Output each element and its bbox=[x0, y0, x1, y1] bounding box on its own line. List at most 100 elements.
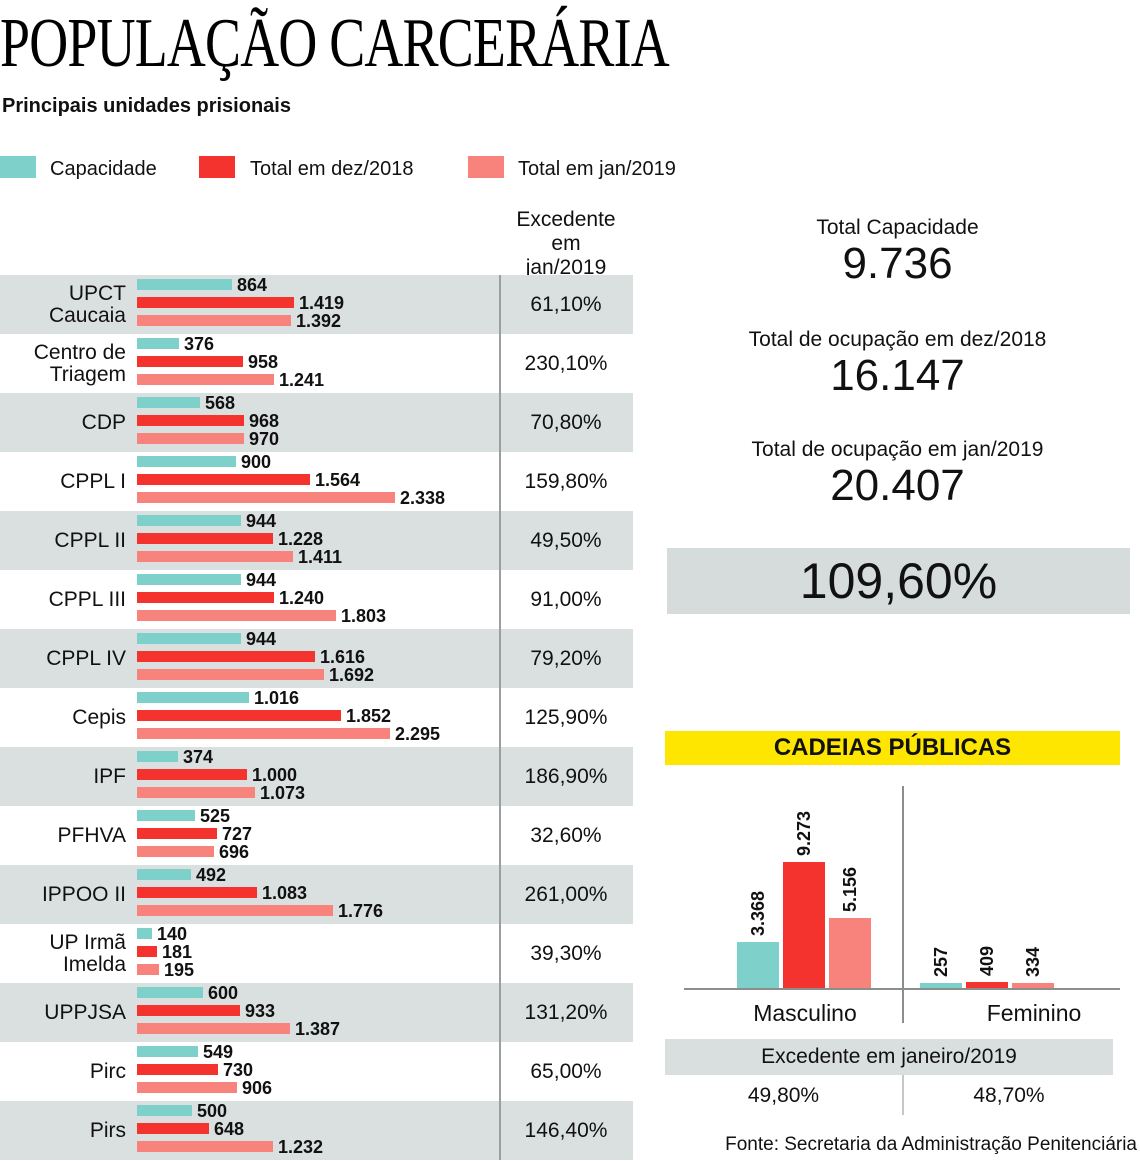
bar-value-label: 1.776 bbox=[338, 901, 384, 921]
cadeias-bar-value-label: 5.156 bbox=[840, 866, 860, 912]
bar-value-label: 1.228 bbox=[278, 529, 324, 549]
unit-name: CDP bbox=[0, 393, 126, 452]
bar-value-label: 374 bbox=[183, 747, 214, 767]
unit-name: Centro de Triagem bbox=[0, 334, 126, 393]
unit-name: Pirc bbox=[0, 1042, 126, 1101]
bar-value-label: 864 bbox=[237, 275, 268, 295]
excedente-value: 91,00% bbox=[530, 587, 602, 611]
overall-excess-value: 109,60% bbox=[799, 553, 998, 609]
bar-value-label: 1.083 bbox=[262, 883, 308, 903]
bar-value-label: 970 bbox=[249, 429, 280, 449]
bar-value-label: 1.016 bbox=[254, 688, 300, 708]
table-divider-line bbox=[499, 275, 501, 1160]
legend-label-capacidade: Capacidade bbox=[50, 158, 157, 180]
bar-jan2019 bbox=[137, 374, 274, 385]
table-row: Pirc 549 730 906 65,00% bbox=[0, 1042, 633, 1101]
excedente-value: 261,00% bbox=[524, 882, 608, 906]
table-row: CPPL II 944 1.228 1.411 49,50% bbox=[0, 511, 633, 570]
bar-jan2019 bbox=[137, 610, 336, 621]
total-capacity-value: 9.736 bbox=[842, 239, 953, 288]
cadeias-bar-value-label: 334 bbox=[1023, 946, 1043, 977]
cadeias-bar-value-label: 9.273 bbox=[794, 810, 814, 856]
bar-capacidade bbox=[137, 633, 241, 644]
unit-name: CPPL III bbox=[0, 570, 126, 629]
bar-jan2019 bbox=[137, 1023, 290, 1034]
excedente-value: 32,60% bbox=[530, 823, 602, 847]
unit-name-line: Centro de bbox=[33, 340, 126, 364]
unit-name: Cepis bbox=[0, 688, 126, 747]
bar-value-label: 1.692 bbox=[329, 665, 375, 685]
excedente-value: 230,10% bbox=[524, 351, 608, 375]
chart-baseline bbox=[684, 988, 1120, 990]
bar-capacidade bbox=[137, 1046, 198, 1057]
subtitle: Principais unidades prisionais bbox=[2, 95, 291, 117]
bar-value-label: 1.387 bbox=[295, 1019, 341, 1039]
table-row: UP Irmã Imelda 140 181 195 39,30% bbox=[0, 924, 633, 983]
unit-name-line: Pirc bbox=[89, 1059, 126, 1083]
bar-value-label: 1.241 bbox=[279, 370, 325, 390]
unit-name: CPPL II bbox=[0, 511, 126, 570]
unit-name-line: PFHVA bbox=[57, 823, 126, 847]
unit-name-line: CPPL III bbox=[48, 587, 126, 611]
bar-dez2018 bbox=[137, 297, 294, 308]
bar-jan2019 bbox=[137, 905, 333, 916]
bar-value-label: 195 bbox=[164, 960, 195, 980]
bar-value-label: 568 bbox=[205, 393, 236, 413]
unit-name: CPPL I bbox=[0, 452, 126, 511]
unit-name: IPPOO II bbox=[0, 865, 126, 924]
total-jan2019-value: 20.407 bbox=[830, 461, 965, 510]
table-row: IPF 374 1.000 1.073 186,90% bbox=[0, 747, 633, 806]
bar-jan2019 bbox=[137, 1141, 273, 1152]
excedente-value: 61,10% bbox=[530, 292, 602, 316]
bar-jan2019 bbox=[137, 315, 291, 326]
unit-name-line: CPPL IV bbox=[46, 646, 126, 670]
bar-capacidade bbox=[137, 338, 179, 349]
bar-value-label: 525 bbox=[200, 806, 231, 826]
table-row: Cepis 1.016 1.852 2.295 125,90% bbox=[0, 688, 633, 747]
bar-value-label: 944 bbox=[246, 570, 277, 590]
bar-dez2018 bbox=[137, 946, 157, 957]
bar-value-label: 1.232 bbox=[278, 1137, 324, 1157]
bar-value-label: 1.852 bbox=[346, 706, 392, 726]
cadeias-bar-value-label: 257 bbox=[931, 946, 951, 977]
cadeias-bar-jan2019 bbox=[829, 918, 871, 988]
bar-dez2018 bbox=[137, 474, 310, 485]
total-dez2018-label: Total de ocupação em dez/2018 bbox=[748, 328, 1047, 351]
bar-value-label: 696 bbox=[219, 842, 250, 862]
table-row: UPCT Caucaia 864 1.419 1.392 61,10% bbox=[0, 275, 633, 334]
cadeias-publicas-title: CADEIAS PÚBLICAS bbox=[773, 734, 1012, 761]
unit-name: UPCT Caucaia bbox=[0, 275, 126, 334]
bar-dez2018 bbox=[137, 356, 243, 367]
excedente-column-header: Excedente em jan/2019 bbox=[499, 208, 633, 280]
excess-feminino-value: 48,70% bbox=[973, 1084, 1045, 1107]
excedente-value: 159,80% bbox=[524, 469, 608, 493]
table-row: IPPOO II 492 1.083 1.776 261,00% bbox=[0, 865, 633, 924]
bar-value-label: 549 bbox=[203, 1042, 234, 1062]
bar-value-label: 1.803 bbox=[341, 606, 387, 626]
total-dez2018-value: 16.147 bbox=[830, 351, 965, 400]
table-row: UPPJSA 600 933 1.387 131,20% bbox=[0, 983, 633, 1042]
bar-dez2018 bbox=[137, 592, 274, 603]
table-row: CPPL IV 944 1.616 1.692 79,20% bbox=[0, 629, 633, 688]
unit-name-line: UPCT bbox=[68, 281, 126, 305]
bar-dez2018 bbox=[137, 828, 217, 839]
bar-value-label: 1.411 bbox=[298, 547, 343, 567]
bar-dez2018 bbox=[137, 1064, 218, 1075]
cadeias-bar-capacidade bbox=[920, 983, 962, 988]
bar-value-label: 1.564 bbox=[315, 470, 361, 490]
unit-name: UP Irmã Imelda bbox=[0, 924, 126, 983]
bar-value-label: 906 bbox=[242, 1078, 273, 1098]
unit-name-line: IPPOO II bbox=[41, 882, 126, 906]
bar-jan2019 bbox=[137, 728, 390, 739]
bar-dez2018 bbox=[137, 533, 273, 544]
chart-group-divider-line bbox=[902, 786, 904, 1023]
legend-swatch-jan2019 bbox=[468, 156, 504, 178]
bar-capacidade bbox=[137, 928, 152, 939]
excess-divider-line bbox=[902, 1075, 904, 1115]
excedente-value: 146,40% bbox=[524, 1118, 608, 1142]
bar-value-label: 492 bbox=[196, 865, 227, 885]
category-label-feminino: Feminino bbox=[986, 1000, 1082, 1026]
bar-value-label: 944 bbox=[246, 629, 277, 649]
table-row: PFHVA 525 727 696 32,60% bbox=[0, 806, 633, 865]
unit-name: CPPL IV bbox=[0, 629, 126, 688]
